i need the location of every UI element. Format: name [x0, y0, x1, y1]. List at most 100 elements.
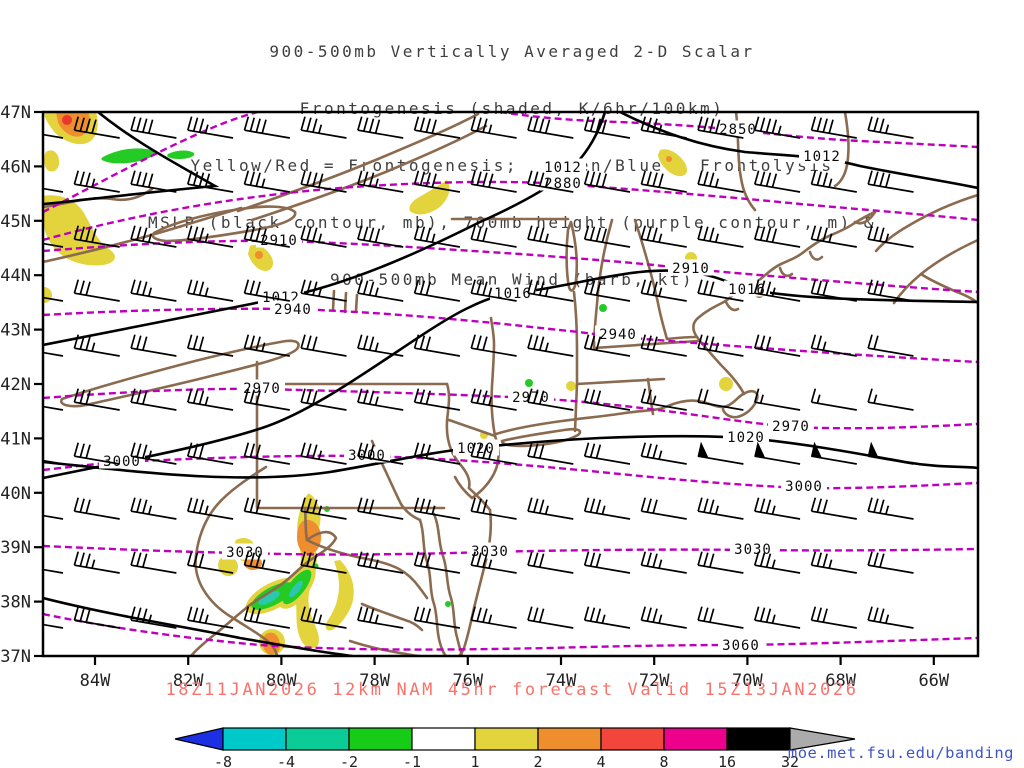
wind-barb [245, 171, 290, 192]
chesapeake-bay [420, 514, 462, 656]
border-pa [257, 362, 447, 508]
wind-barb [755, 498, 800, 519]
wind-barb [471, 607, 516, 628]
wind-barb [641, 389, 686, 410]
wind-barb [812, 226, 857, 247]
wind-barb [868, 280, 913, 301]
colorbar-tick-label: 1 [470, 753, 479, 768]
wind-barb [245, 117, 290, 138]
colorbar-tick-label: -2 [340, 753, 358, 768]
wind-barb [812, 171, 857, 192]
geography-outlines [43, 112, 978, 656]
colorbar-tick-label: -4 [277, 753, 295, 768]
wind-barb [641, 552, 686, 573]
wind-barb [868, 607, 913, 628]
wind-barb [868, 498, 913, 519]
wind-barb [188, 498, 233, 519]
lat-tick-label: 44N [0, 266, 31, 286]
wind-barb [131, 171, 176, 192]
wind-barb [301, 335, 346, 356]
st-lawrence-river [238, 114, 486, 220]
wind-barb [188, 280, 233, 301]
wind-barb [868, 389, 913, 410]
colorbar-segment [286, 728, 349, 750]
colorbar-tick-label: 8 [659, 753, 668, 768]
colorbar-tick-label: 2 [533, 753, 542, 768]
contour-label: 2940 [599, 327, 637, 343]
colorbar-segment [412, 728, 475, 750]
colorbar-segment [349, 728, 412, 750]
forecast-caption: 18Z11JAN2026 12km NAM 45hr forecast Vali… [0, 680, 1024, 700]
wind-barb [585, 607, 630, 628]
lake-champlain [567, 222, 577, 291]
weather-map-page: 900-500mb Vertically Averaged 2-D Scalar… [0, 0, 1024, 768]
wind-barb [812, 607, 857, 628]
wind-barb [755, 117, 800, 138]
wind-barb [471, 226, 516, 247]
wind-barb [868, 117, 913, 138]
colorbar-segment [601, 728, 664, 750]
contour-label: 1020 [727, 430, 765, 446]
wind-barb [415, 171, 460, 192]
wind-barb [585, 280, 630, 301]
colorbar: -8-4-2-112481632 [175, 728, 855, 768]
wind-barb [812, 117, 857, 138]
wind-barb [868, 335, 913, 356]
colorbar-segment [223, 728, 286, 750]
lat-tick-label: 41N [0, 429, 31, 449]
wind-barb [641, 280, 686, 301]
contour-label: 1012 [544, 160, 582, 176]
wind-barb [641, 498, 686, 519]
wind-barb [131, 335, 176, 356]
contour-labels: 1012101210121016101610201020285028802910… [99, 121, 845, 655]
colorbar-segment [475, 728, 538, 750]
wind-barb [868, 456, 913, 464]
wind-barb [74, 171, 119, 192]
wind-barb [585, 443, 630, 464]
wind-barb [358, 280, 403, 301]
lat-tick-label: 38N [0, 593, 31, 613]
contour-label: 1020 [457, 441, 495, 457]
coastline-maine [693, 212, 875, 394]
wind-barb [585, 552, 630, 573]
colorbar-tick-label: 16 [718, 753, 736, 768]
contour-label: 2970 [772, 419, 810, 435]
wind-barb [528, 607, 573, 628]
wind-barb [131, 117, 176, 138]
wind-barb [755, 607, 800, 628]
wind-barb [74, 280, 119, 301]
wind-barb [755, 171, 800, 192]
wind-barb [131, 280, 176, 301]
wind-barb [755, 456, 800, 464]
delaware-river [447, 384, 470, 488]
wind-barb [415, 552, 460, 573]
wind-barb [585, 389, 630, 410]
wind-barb [528, 552, 573, 573]
wind-barb [471, 117, 516, 138]
wind-barb [358, 117, 403, 138]
wind-barb [812, 389, 857, 410]
colorbar-segment [664, 728, 727, 750]
contour-label: 2910 [260, 233, 298, 249]
lat-tick-label: 43N [0, 321, 31, 341]
wind-barb [755, 226, 800, 247]
wind-barb [698, 456, 743, 464]
lat-tick-label: 45N [0, 212, 31, 232]
contour-label: 3060 [722, 638, 760, 654]
lat-tick-label: 40N [0, 484, 31, 504]
hudson-river [491, 318, 495, 436]
contour-label: 3000 [785, 479, 823, 495]
wind-barb [812, 498, 857, 519]
credit-link[interactable]: moe.met.fsu.edu/banding [788, 744, 1014, 762]
wind-barb [301, 443, 346, 464]
wind-barb [812, 456, 857, 464]
wind-barb [755, 389, 800, 410]
wind-barb [301, 117, 346, 138]
wind-barb [868, 552, 913, 573]
wind-barb [698, 226, 743, 247]
lat-tick-label: 37N [0, 647, 31, 667]
lat-tick-label: 46N [0, 157, 31, 177]
wind-barb [641, 117, 686, 138]
contour-label: 3000 [348, 448, 386, 464]
contour-label: 2910 [672, 261, 710, 277]
